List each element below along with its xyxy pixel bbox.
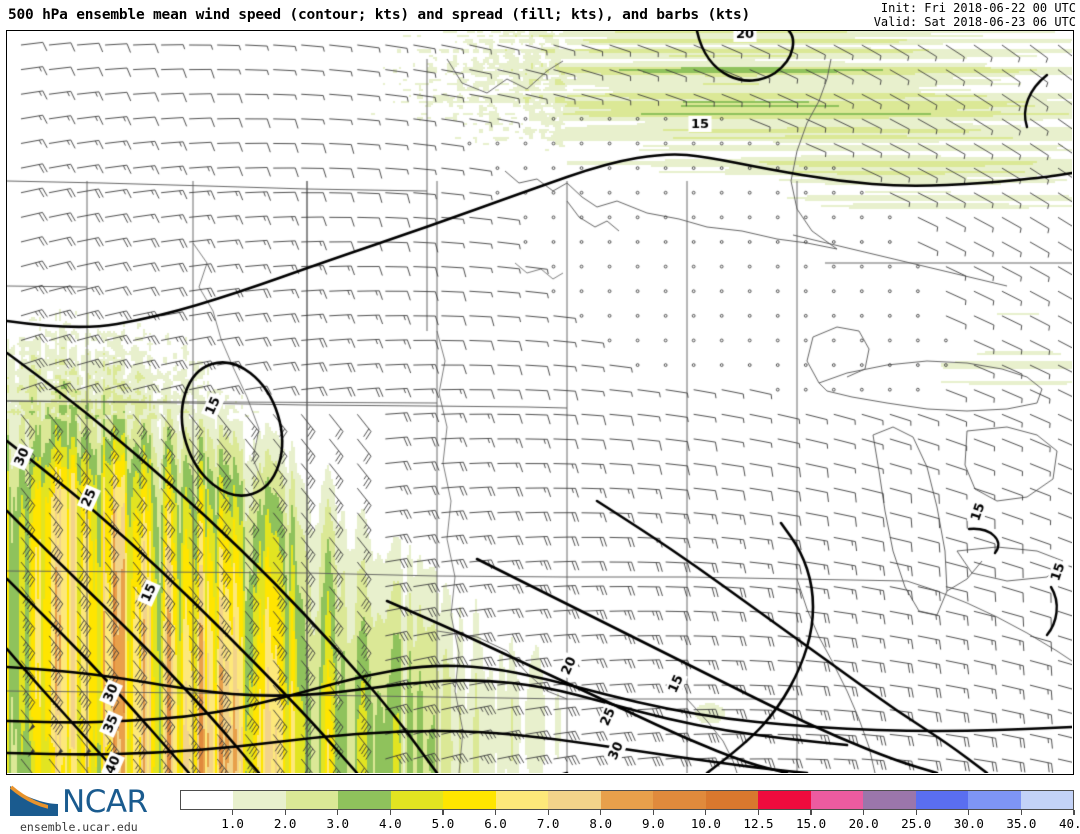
colorbar-tick <box>705 810 707 815</box>
colorbar-tick <box>389 810 391 815</box>
colorbar-tick-label: 30.0 <box>953 816 984 831</box>
colorbar-tick <box>1073 810 1075 815</box>
colorbar-segment <box>758 791 811 809</box>
colorbar-tick <box>863 810 865 815</box>
colorbar-tick <box>968 810 970 815</box>
colorbar-tick <box>337 810 339 815</box>
colorbar-tick-label: 12.5 <box>743 816 774 831</box>
colorbar-segment <box>390 791 444 809</box>
colorbar-tick <box>757 810 760 815</box>
ncar-url-label: ensemble.ucar.edu <box>20 820 138 834</box>
colorbar-tick <box>652 810 654 815</box>
colorbar-tick-label: 6.0 <box>484 816 507 831</box>
colorbar-segment <box>233 791 286 809</box>
colorbar-tick-label: 25.0 <box>901 816 932 831</box>
colorbar-segment <box>863 791 916 809</box>
colorbar-tick <box>494 810 497 815</box>
colorbar-tick-label: 10.0 <box>690 816 721 831</box>
colorbar-tick-label: 7.0 <box>536 816 560 831</box>
colorbar-tick <box>442 810 444 815</box>
colorbar-segment <box>968 791 1021 809</box>
colorbar-segment <box>443 791 496 809</box>
header: 500 hPa ensemble mean wind speed (contou… <box>0 0 1080 30</box>
ncar-logo: NCAR ensemble.ucar.edu <box>6 784 174 834</box>
colorbar-tick <box>547 810 549 815</box>
colorbar-segment <box>495 791 549 809</box>
colorbar-tick-label: 9.0 <box>641 816 665 831</box>
page-title: 500 hPa ensemble mean wind speed (contou… <box>8 7 751 23</box>
ncar-mark-icon <box>9 785 59 816</box>
colorbar-tick-label: 2.0 <box>273 816 297 831</box>
colorbar-segment <box>915 791 969 809</box>
colorbar-segment <box>705 791 759 809</box>
colorbar-tick <box>284 810 286 815</box>
ncar-wordmark: NCAR <box>62 784 148 820</box>
colorbar-segment <box>653 791 706 809</box>
colorbar-tick-label: 4.0 <box>379 816 402 831</box>
colorbar-tick-labels: 1.0 2.0 3.0 4.0 5.0 6.0 7.0 8.0 9.0 10.0 12.5 15.0 2… <box>180 816 1080 834</box>
map-panel[interactable] <box>6 30 1074 775</box>
colorbar-segment <box>338 791 391 809</box>
colorbar-tick-label: 20.0 <box>848 816 879 831</box>
colorbar-tick <box>600 810 602 815</box>
colorbar-tick-label: 8.0 <box>589 816 612 831</box>
colorbar-tick <box>231 810 234 815</box>
forecast-time-stamp: Init: Fri 2018-06-22 00 UTC Valid: Sat 2… <box>873 1 1076 29</box>
colorbar-tick-label: 3.0 <box>326 816 350 831</box>
colorbar-tick-label: 35.0 <box>1006 816 1037 831</box>
colorbar-ticks <box>180 810 1075 816</box>
valid-time-label: Valid: Sat 2018-06-23 06 UTC <box>873 14 1076 29</box>
colorbar-tick-label: 5.0 <box>431 816 455 831</box>
colorbar-segment <box>810 791 864 809</box>
colorbar-segment <box>600 791 654 809</box>
colorbar: 1.0 2.0 3.0 4.0 5.0 6.0 7.0 8.0 9.0 10.0 12.5 15.0 2… <box>0 780 1080 834</box>
colorbar-tick-label: 40.0 <box>1058 816 1080 831</box>
colorbar-segment <box>181 791 234 809</box>
colorbar-tick-label: 1.0 <box>221 816 244 831</box>
init-time-label: Init: Fri 2018-06-22 00 UTC <box>880 1 1076 15</box>
colorbar-tick <box>1020 810 1022 815</box>
colorbar-segment <box>285 791 339 809</box>
colorbar-tick <box>810 810 812 815</box>
colorbar-gradient <box>180 790 1074 810</box>
map-canvas[interactable] <box>7 31 1072 773</box>
colorbar-tick <box>915 810 917 815</box>
colorbar-tick-label: 15.0 <box>795 816 827 831</box>
colorbar-segment <box>548 791 601 809</box>
colorbar-segment <box>1020 791 1073 809</box>
